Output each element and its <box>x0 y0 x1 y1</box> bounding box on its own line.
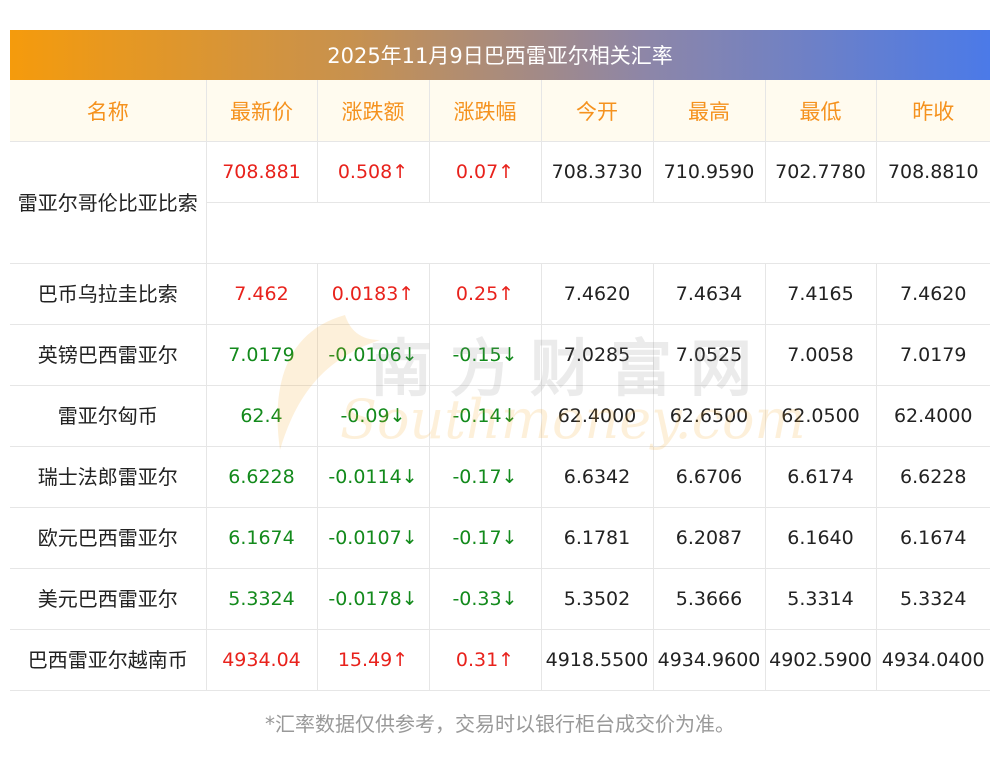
cell-low: 702.7780 <box>765 141 877 203</box>
table-row: 雷亚尔哥伦比亚比索 708.881 0.508↑ 0.07↑ 708.3730 710.9… <box>10 141 990 264</box>
cell-change-pct: -0.17↓ <box>429 446 542 508</box>
cell-low: 4902.5900 <box>765 629 877 691</box>
cell-low: 7.0058 <box>765 324 877 386</box>
table-row: 巴币乌拉圭比索 7.462 0.0183↑ 0.25↑ 7.4620 7.4634 7.41… <box>10 263 990 325</box>
footnote: *汇率数据仅供参考，交易时以银行柜台成交价为准。 <box>265 712 735 736</box>
cell-open: 7.4620 <box>541 263 654 325</box>
header-row: 名称 最新价 涨跌额 涨跌幅 今开 最高 最低 昨收 <box>10 80 990 142</box>
cell-open: 5.3502 <box>541 568 654 630</box>
cell-change-pct: -0.17↓ <box>429 507 542 569</box>
cell-latest: 6.6228 <box>206 446 318 508</box>
cell-change: 0.0183↑ <box>317 263 430 325</box>
cell-open: 6.1781 <box>541 507 654 569</box>
cell-latest: 7.462 <box>206 263 318 325</box>
cell-change: -0.0178↓ <box>317 568 430 630</box>
cell-prev-close: 62.4000 <box>876 385 990 447</box>
header-name: 名称 <box>10 80 207 142</box>
cell-change-pct: 0.31↑ <box>429 629 542 691</box>
cell-name: 巴币乌拉圭比索 <box>10 263 207 325</box>
cell-change: -0.0107↓ <box>317 507 430 569</box>
cell-open: 4918.5500 <box>541 629 654 691</box>
cell-change: -0.0106↓ <box>317 324 430 386</box>
cell-name: 雷亚尔匈币 <box>10 385 207 447</box>
table-row: 美元巴西雷亚尔 5.3324 -0.0178↓ -0.33↓ 5.3502 5.3666 5… <box>10 568 990 630</box>
cell-change-pct: 0.25↑ <box>429 263 542 325</box>
header-low: 最低 <box>765 80 877 142</box>
cell-latest: 7.0179 <box>206 324 318 386</box>
cell-prev-close: 5.3324 <box>876 568 990 630</box>
header-change-pct: 涨跌幅 <box>429 80 542 142</box>
cell-latest: 708.881 <box>206 141 318 203</box>
cell-latest: 5.3324 <box>206 568 318 630</box>
table-row: 英镑巴西雷亚尔 7.0179 -0.0106↓ -0.15↓ 7.0285 7.0525 7… <box>10 324 990 386</box>
cell-change: -0.0114↓ <box>317 446 430 508</box>
cell-high: 6.2087 <box>653 507 766 569</box>
cell-change-pct: -0.14↓ <box>429 385 542 447</box>
table-row: 雷亚尔匈币 62.4 -0.09↓ -0.14↓ 62.4000 62.6500 62.05… <box>10 385 990 447</box>
cell-change: -0.09↓ <box>317 385 430 447</box>
cell-prev-close: 7.4620 <box>876 263 990 325</box>
cell-high: 7.4634 <box>653 263 766 325</box>
cell-high: 710.9590 <box>653 141 766 203</box>
cell-low: 5.3314 <box>765 568 877 630</box>
cell-name: 巴西雷亚尔越南币 <box>10 629 207 691</box>
cell-low: 7.4165 <box>765 263 877 325</box>
cell-change-pct: -0.33↓ <box>429 568 542 630</box>
cell-high: 62.6500 <box>653 385 766 447</box>
cell-latest: 6.1674 <box>206 507 318 569</box>
header-change: 涨跌额 <box>317 80 430 142</box>
cell-high: 4934.9600 <box>653 629 766 691</box>
cell-name: 美元巴西雷亚尔 <box>10 568 207 630</box>
header-high: 最高 <box>653 80 766 142</box>
header-prev-close: 昨收 <box>876 80 990 142</box>
table-title: 2025年11月9日巴西雷亚尔相关汇率 <box>10 30 990 80</box>
cell-name: 欧元巴西雷亚尔 <box>10 507 207 569</box>
cell-latest: 62.4 <box>206 385 318 447</box>
cell-open: 7.0285 <box>541 324 654 386</box>
cell-open: 62.4000 <box>541 385 654 447</box>
cell-high: 5.3666 <box>653 568 766 630</box>
cell-latest: 4934.04 <box>206 629 318 691</box>
cell-high: 6.6706 <box>653 446 766 508</box>
cell-open: 6.6342 <box>541 446 654 508</box>
cell-prev-close: 7.0179 <box>876 324 990 386</box>
rates-panel: 2025年11月9日巴西雷亚尔相关汇率 名称 最新价 涨跌额 涨跌幅 今开 最高… <box>10 30 990 691</box>
cell-change-pct: 0.07↑ <box>429 141 542 203</box>
cell-low: 6.6174 <box>765 446 877 508</box>
cell-prev-close: 6.1674 <box>876 507 990 569</box>
table-body: 雷亚尔哥伦比亚比索 708.881 0.508↑ 0.07↑ 708.3730 710.9… <box>10 141 990 691</box>
header-latest: 最新价 <box>206 80 318 142</box>
cell-change: 15.49↑ <box>317 629 430 691</box>
cell-low: 62.0500 <box>765 385 877 447</box>
table-row: 欧元巴西雷亚尔 6.1674 -0.0107↓ -0.17↓ 6.1781 6.2087 6… <box>10 507 990 569</box>
cell-low: 6.1640 <box>765 507 877 569</box>
table-row-continuation <box>10 202 990 264</box>
header-open: 今开 <box>541 80 654 142</box>
cell-name: 英镑巴西雷亚尔 <box>10 324 207 386</box>
cell-change-pct: -0.15↓ <box>429 324 542 386</box>
cell-name: 雷亚尔哥伦比亚比索 <box>10 141 207 264</box>
cell-prev-close: 4934.0400 <box>876 629 990 691</box>
cell-change: 0.508↑ <box>317 141 430 203</box>
table-row: 瑞士法郎雷亚尔 6.6228 -0.0114↓ -0.17↓ 6.6342 6.6706 6… <box>10 446 990 508</box>
table-row: 巴西雷亚尔越南币 4934.04 15.49↑ 0.31↑ 4918.5500 4934.… <box>10 629 990 691</box>
cell-prev-close: 708.8810 <box>876 141 990 203</box>
cell-name: 瑞士法郎雷亚尔 <box>10 446 207 508</box>
cell-high: 7.0525 <box>653 324 766 386</box>
exchange-rate-table: 名称 最新价 涨跌额 涨跌幅 今开 最高 最低 昨收 雷亚尔哥伦比亚比索 708.… <box>10 80 990 691</box>
cell-open: 708.3730 <box>541 141 654 203</box>
cell-prev-close: 6.6228 <box>876 446 990 508</box>
blank-cell <box>206 202 990 264</box>
